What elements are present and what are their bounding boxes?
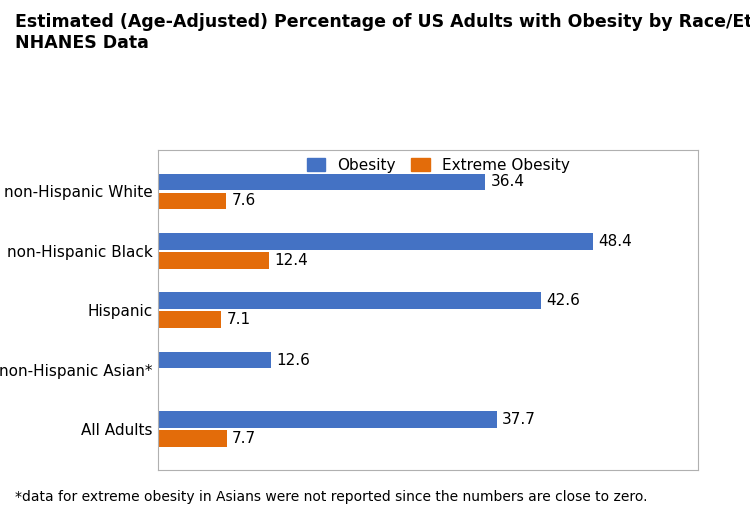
Text: 36.4: 36.4 <box>490 174 524 190</box>
Bar <box>158 411 497 428</box>
Bar <box>158 174 485 190</box>
Text: Estimated (Age-Adjusted) Percentage of US Adults with Obesity by Race/Ethnicity,: Estimated (Age-Adjusted) Percentage of U… <box>15 13 750 31</box>
Bar <box>158 193 226 209</box>
Text: 12.6: 12.6 <box>276 353 310 368</box>
Bar <box>158 293 541 309</box>
Bar <box>158 352 271 369</box>
Bar <box>158 430 226 447</box>
Legend: Obesity, Extreme Obesity: Obesity, Extreme Obesity <box>307 158 570 173</box>
Text: 7.1: 7.1 <box>226 312 251 327</box>
Text: 12.4: 12.4 <box>274 253 308 268</box>
Text: *data for extreme obesity in Asians were not reported since the numbers are clos: *data for extreme obesity in Asians were… <box>15 490 647 504</box>
Text: NHANES Data: NHANES Data <box>15 34 149 52</box>
Text: 7.7: 7.7 <box>232 431 256 446</box>
Bar <box>158 252 269 269</box>
Text: 7.6: 7.6 <box>231 193 256 208</box>
Text: 42.6: 42.6 <box>546 293 580 308</box>
Bar <box>158 233 593 250</box>
Text: 37.7: 37.7 <box>503 412 536 427</box>
Text: 48.4: 48.4 <box>598 234 632 249</box>
Bar <box>158 311 221 328</box>
